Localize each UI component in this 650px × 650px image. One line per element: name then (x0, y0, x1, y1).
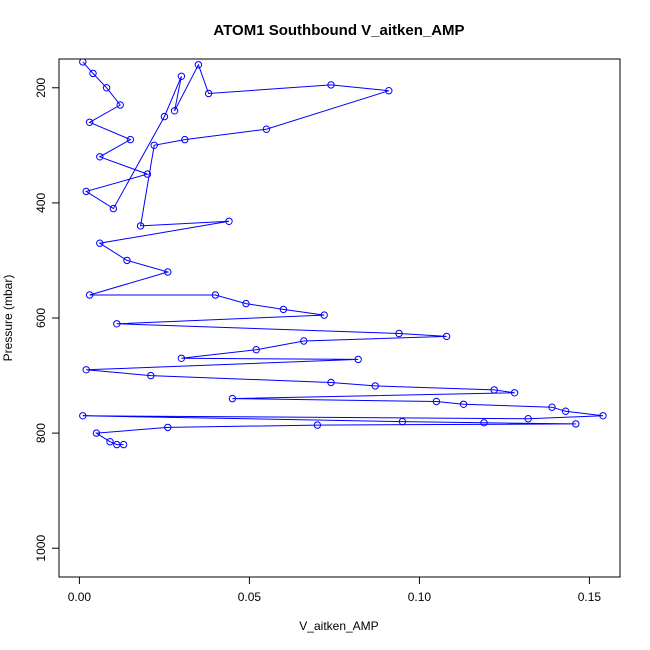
data-point (143, 170, 152, 178)
data-point (164, 268, 172, 276)
x-tick-label: 0.15 (578, 590, 602, 604)
data-point (490, 386, 498, 394)
data-point (204, 89, 213, 98)
data-point (109, 204, 118, 213)
data-layer (79, 59, 607, 449)
data-point (313, 421, 322, 429)
series-line (82, 61, 604, 446)
data-point (327, 378, 335, 387)
y-tick-label: 1000 (34, 535, 48, 562)
data-point (92, 429, 101, 437)
data-point (136, 222, 145, 230)
data-point (211, 291, 220, 299)
data-point (79, 412, 87, 420)
data-point (327, 81, 335, 89)
data-point (85, 118, 94, 127)
data-point (164, 423, 172, 432)
data-point (126, 135, 135, 144)
chart-title: ATOM1 Southbound V_aitken_AMP (213, 22, 464, 39)
x-tick-label: 0.10 (408, 590, 432, 604)
data-point (242, 299, 250, 308)
data-point (354, 355, 362, 364)
data-point (181, 135, 189, 144)
data-point (480, 419, 488, 427)
data-point (79, 59, 87, 66)
data-point (106, 438, 114, 446)
data-point (395, 329, 403, 338)
data-point (300, 337, 308, 345)
data-point (510, 389, 519, 397)
data-point (150, 141, 158, 150)
y-axis: 200 400 600 800 1000 (34, 77, 60, 562)
data-point (225, 217, 233, 226)
data-point (147, 371, 155, 380)
data-point (320, 311, 328, 319)
data-point (548, 403, 556, 411)
plot-frame (58, 58, 621, 578)
data-point (82, 366, 90, 374)
data-point (177, 72, 186, 81)
data-point (599, 412, 607, 420)
data-point (102, 84, 111, 92)
data-point (262, 125, 271, 133)
data-point (89, 69, 97, 78)
data-point (160, 112, 169, 121)
data-point (385, 87, 393, 95)
x-axis: 0.00 0.05 0.10 0.15 (68, 576, 602, 604)
x-tick-label: 0.05 (238, 590, 262, 604)
data-point (119, 440, 128, 449)
data-point (82, 187, 90, 196)
data-point (96, 239, 104, 247)
y-tick-label: 400 (34, 193, 48, 213)
data-point (561, 407, 570, 415)
y-tick-label: 800 (34, 423, 48, 443)
data-point (96, 153, 104, 161)
y-tick-label: 200 (34, 77, 48, 97)
data-point (170, 107, 179, 115)
data-point (279, 305, 288, 314)
y-tick-label: 600 (34, 308, 48, 328)
data-point (194, 61, 203, 69)
data-point (116, 101, 124, 109)
data-point (459, 400, 468, 408)
data-point (228, 394, 237, 403)
data-point (85, 291, 94, 299)
x-axis-label: V_aitken_AMP (299, 619, 378, 633)
data-point (432, 397, 441, 406)
data-point (177, 354, 186, 362)
data-point (398, 417, 407, 426)
data-point (371, 382, 379, 390)
data-point (113, 320, 121, 328)
y-axis-label: Pressure (mbar) (1, 275, 15, 362)
data-point (524, 415, 532, 423)
x-tick-label: 0.00 (68, 590, 92, 604)
data-point (572, 420, 580, 428)
data-point (123, 256, 131, 265)
data-point (252, 346, 260, 354)
data-point (442, 332, 451, 341)
